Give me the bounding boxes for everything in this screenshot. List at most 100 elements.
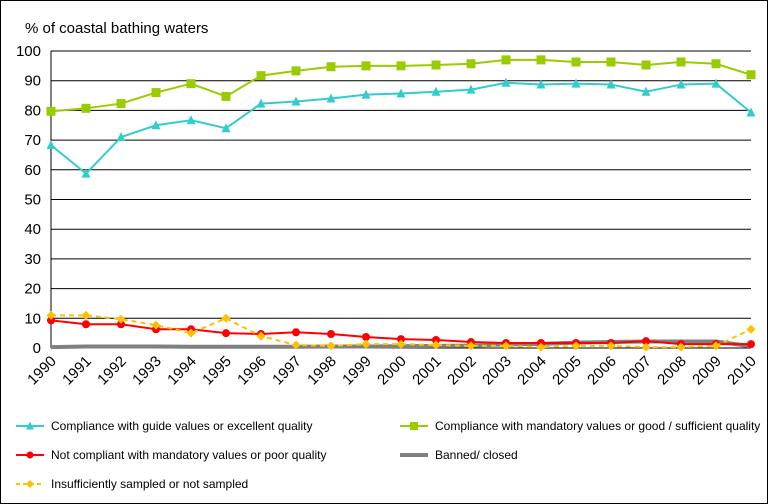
data-point <box>151 88 161 98</box>
data-point <box>326 93 336 103</box>
data-point <box>501 55 511 65</box>
data-point <box>676 79 686 89</box>
y-tick-label: 70 <box>24 132 41 149</box>
x-tick-label: 1990 <box>24 353 60 389</box>
data-point <box>711 59 721 69</box>
data-point <box>186 328 196 338</box>
data-point <box>46 140 56 150</box>
legend-swatch <box>16 480 44 488</box>
data-point <box>81 103 91 113</box>
x-tick-label: 2001 <box>409 353 445 389</box>
data-point <box>221 313 231 323</box>
legend-item: Insufficiently sampled or not sampled <box>15 476 248 492</box>
data-point <box>711 341 721 351</box>
data-point <box>256 98 266 108</box>
data-point <box>256 331 266 341</box>
data-point <box>396 88 406 98</box>
gridlines <box>50 50 751 349</box>
legend-item: Not compliant with mandatory values or p… <box>15 447 326 463</box>
data-point <box>81 168 91 178</box>
data-point <box>292 328 300 337</box>
data-point <box>641 86 651 96</box>
series-4 <box>46 310 756 352</box>
legend-swatch <box>400 422 428 430</box>
y-tick-label: 100 <box>16 43 41 60</box>
data-point <box>256 71 266 81</box>
data-point <box>326 62 336 72</box>
data-point <box>116 99 126 109</box>
data-point <box>361 89 371 99</box>
x-tick-label: 2004 <box>514 353 550 389</box>
data-point <box>571 57 581 67</box>
data-point <box>291 96 301 106</box>
data-point <box>747 340 755 349</box>
data-point <box>82 320 90 329</box>
data-point <box>571 78 581 88</box>
data-point <box>501 77 511 87</box>
x-axis-tick-labels: 1990 1991 1992 1993 1994 1995 1996 1997 1998 1999… <box>24 353 760 389</box>
series-0 <box>46 77 756 178</box>
y-tick-label: 90 <box>24 73 41 90</box>
x-tick-label: 2005 <box>549 353 585 389</box>
data-point <box>466 341 476 351</box>
data-point <box>221 91 231 101</box>
data-point <box>746 107 756 117</box>
legend-item: Compliance with guide values or excellen… <box>15 418 312 434</box>
data-point <box>536 55 546 65</box>
data-point <box>291 340 301 350</box>
legend-label: Compliance with guide values or excellen… <box>51 419 313 433</box>
y-tick-label: 20 <box>24 281 41 298</box>
x-tick-label: 1993 <box>129 353 165 389</box>
data-point <box>116 132 126 142</box>
y-tick-label: 0 <box>33 340 41 357</box>
x-tick-label: 2003 <box>479 353 515 389</box>
legend-swatch <box>16 421 44 430</box>
legend-swatch <box>16 451 44 459</box>
data-point <box>606 57 616 67</box>
data-point <box>327 330 335 339</box>
data-series <box>46 55 756 352</box>
legend-item: Banned/ closed <box>399 447 518 463</box>
data-point <box>396 61 406 71</box>
data-point <box>46 310 56 320</box>
chart-title: % of coastal bathing waters <box>25 20 208 37</box>
x-tick-label: 1995 <box>199 353 235 389</box>
x-tick-label: 2010 <box>724 353 760 389</box>
data-point <box>396 339 406 349</box>
y-tick-label: 60 <box>24 162 41 179</box>
data-point <box>642 337 650 346</box>
legend-label: Compliance with mandatory values or good… <box>435 419 761 433</box>
data-point <box>536 79 546 89</box>
legend-label: Not compliant with mandatory values or p… <box>51 448 327 462</box>
data-point <box>501 341 511 351</box>
x-tick-label: 1998 <box>304 353 340 389</box>
y-tick-label: 80 <box>24 102 41 119</box>
data-point <box>676 342 686 352</box>
x-tick-label: 2007 <box>619 353 655 389</box>
data-point <box>641 342 651 352</box>
series-1 <box>46 55 756 116</box>
data-point <box>571 341 581 351</box>
legend-item: Compliance with mandatory values or good… <box>399 418 760 434</box>
data-point <box>151 120 161 130</box>
data-point <box>536 342 546 352</box>
data-point <box>711 78 721 88</box>
legend-label: Insufficiently sampled or not sampled <box>51 477 249 491</box>
data-point <box>606 341 616 351</box>
data-point <box>81 310 91 320</box>
y-tick-label: 40 <box>24 221 41 238</box>
y-axis-tick-labels: 0 10 20 30 40 50 60 70 80 90 100 <box>16 43 41 357</box>
x-tick-label: 2002 <box>444 353 480 389</box>
y-tick-label: 10 <box>24 310 41 327</box>
data-point <box>116 314 126 324</box>
data-point <box>151 320 161 330</box>
x-tick-label: 2008 <box>654 353 690 389</box>
data-point <box>432 335 440 344</box>
data-point <box>46 106 56 116</box>
x-tick-label: 2000 <box>374 353 410 389</box>
data-point <box>746 70 756 80</box>
legend-label: Banned/ closed <box>435 448 518 462</box>
data-point <box>362 333 370 342</box>
